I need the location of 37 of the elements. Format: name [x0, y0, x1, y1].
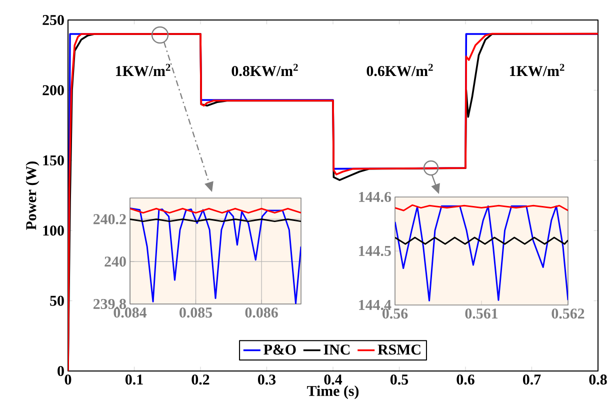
x-tick-label: 0.3: [258, 374, 276, 385]
legend-label: RSMC: [378, 344, 420, 355]
annotation: 0.8KW/m$^{2}$: [232, 64, 298, 76]
x-tick-label: 0.2: [192, 374, 210, 385]
y-tick-label: 200: [42, 85, 64, 96]
y-tick-label: 0: [58, 366, 64, 376]
annotation: 1KW/m$^{2}$: [510, 64, 564, 76]
x-tick-label: 0.7: [522, 374, 541, 385]
x-axis-title: Time (s): [307, 386, 359, 400]
y-tick-label: 150: [43, 155, 64, 166]
y-tick-label: 239.8: [93, 298, 126, 310]
annotation: 0.6KW/m$^{2}$: [366, 64, 433, 76]
y-tick-label: 144.5: [359, 246, 391, 256]
x-tick-label: 0.1: [125, 374, 143, 385]
x-tick-label: 0.085: [180, 308, 212, 318]
y-tick-label: 240: [104, 256, 126, 267]
annotation: 1KW/m$^{2}$: [116, 64, 170, 76]
x-tick-label: 0.561: [465, 308, 498, 319]
x-tick-label: 0.084: [114, 308, 147, 318]
x-tick-label: 0.56: [382, 308, 408, 319]
x-tick-label: 0.5: [390, 374, 408, 385]
x-tick-label: 0.6: [456, 374, 474, 385]
legend-label: P&O: [264, 344, 296, 355]
x-tick-label: 0.086: [245, 308, 278, 318]
x-tick-label: 0: [64, 374, 72, 385]
y-tick-label: 144.4: [359, 300, 392, 310]
y-tick-label: 240.2: [93, 214, 126, 224]
x-tick-label: 0.4: [324, 374, 342, 385]
x-tick-label: 0.8: [589, 374, 607, 385]
y-tick-label: 144.6: [359, 192, 392, 202]
y-tick-label: 250: [42, 14, 64, 26]
y-axis-title: Power (W): [26, 162, 40, 230]
x-tick-label: 0.562: [552, 308, 584, 319]
legend-label: INC: [324, 344, 350, 355]
line-series: [395, 205, 568, 302]
y-tick-label: 50: [50, 296, 64, 306]
y-tick-label: 100: [43, 226, 64, 236]
